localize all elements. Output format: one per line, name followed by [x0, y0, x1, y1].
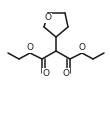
Text: O: O: [62, 68, 70, 77]
Text: O: O: [79, 44, 85, 53]
Text: O: O: [45, 13, 51, 22]
Text: O: O: [27, 44, 34, 53]
Text: O: O: [42, 68, 50, 77]
